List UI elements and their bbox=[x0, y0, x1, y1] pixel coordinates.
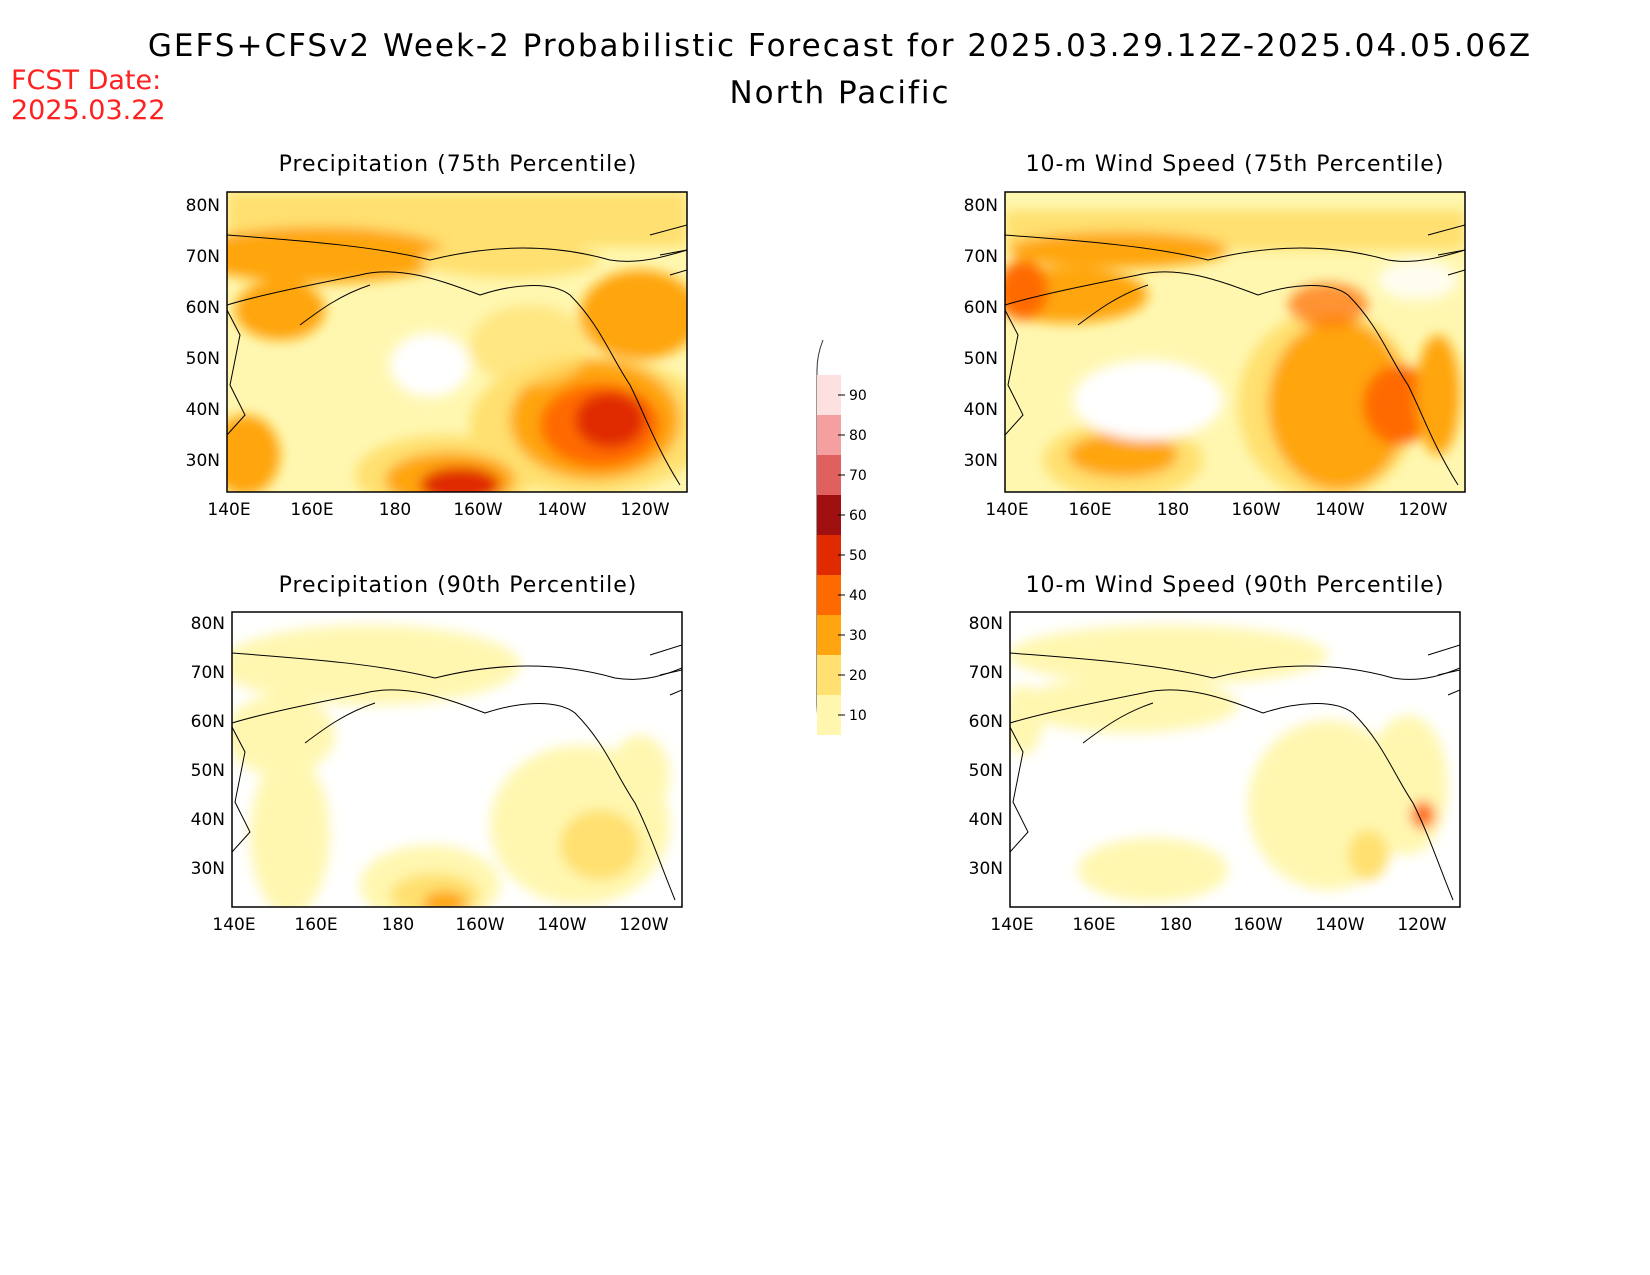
wind-75-field bbox=[1005, 192, 1465, 492]
colorbar-label: 40 bbox=[849, 588, 867, 604]
colorbar-swatch bbox=[817, 455, 841, 495]
map-wind-75: 80N 70N 60N 50N 40N 30N 140E 160E 180 16… bbox=[964, 191, 1466, 520]
lat-tick: 80N bbox=[964, 196, 998, 216]
colorbar-swatch bbox=[817, 615, 841, 655]
colorbar-label: 80 bbox=[849, 428, 867, 444]
colorbar-label: 70 bbox=[849, 468, 867, 484]
lon-tick: 140W bbox=[537, 500, 586, 520]
colorbar-swatch bbox=[817, 655, 841, 695]
lon-tick: 120W bbox=[1398, 500, 1447, 520]
wind-90-field bbox=[1010, 612, 1460, 907]
lon-tick: 140E bbox=[985, 500, 1028, 520]
precip-90-axis-labels: 80N 70N 60N 50N 40N 30N 140E 160E 180 16… bbox=[191, 614, 669, 935]
lon-tick: 160W bbox=[453, 500, 502, 520]
colorbar-label: 30 bbox=[849, 628, 867, 644]
lon-tick: 160E bbox=[1072, 915, 1115, 935]
lon-tick: 120W bbox=[620, 500, 669, 520]
lat-tick: 60N bbox=[969, 712, 1003, 732]
forecast-date: FCST Date: 2025.03.22 bbox=[11, 66, 166, 126]
lon-tick: 160E bbox=[1068, 500, 1111, 520]
lon-tick: 120W bbox=[619, 915, 668, 935]
lon-tick: 160W bbox=[1231, 500, 1280, 520]
lat-tick: 40N bbox=[186, 400, 220, 420]
lon-tick: 160E bbox=[290, 500, 333, 520]
lat-tick: 80N bbox=[969, 614, 1003, 634]
map-precip-75: 80N 70N 60N 50N 40N 30N 140E 160E 180 16… bbox=[186, 191, 688, 520]
lon-tick: 140W bbox=[1315, 915, 1364, 935]
lon-tick: 120W bbox=[1397, 915, 1446, 935]
lat-tick: 60N bbox=[191, 712, 225, 732]
colorbar-swatch bbox=[817, 535, 841, 575]
lon-tick: 180 bbox=[1160, 915, 1192, 935]
lon-tick: 160W bbox=[455, 915, 504, 935]
colorbar-labels: 90 80 70 60 50 40 30 20 10 bbox=[838, 388, 867, 724]
panel-title-precip-75: Precipitation (75th Percentile) bbox=[278, 152, 638, 177]
colorbar-swatch bbox=[817, 575, 841, 615]
colorbar-label: 10 bbox=[849, 708, 867, 724]
lat-tick: 70N bbox=[969, 663, 1003, 683]
lat-tick: 70N bbox=[186, 247, 220, 267]
lon-tick: 180 bbox=[379, 500, 411, 520]
lat-tick: 40N bbox=[969, 810, 1003, 830]
lon-tick: 140E bbox=[212, 915, 255, 935]
region-title: North Pacific bbox=[729, 75, 951, 111]
lat-tick: 50N bbox=[186, 349, 220, 369]
colorbar-swatches bbox=[817, 375, 841, 735]
lon-tick: 140W bbox=[537, 915, 586, 935]
lat-tick: 60N bbox=[186, 298, 220, 318]
lat-tick: 40N bbox=[964, 400, 998, 420]
forecast-date-value: 2025.03.22 bbox=[11, 95, 166, 126]
lat-tick: 70N bbox=[191, 663, 225, 683]
forecast-date-label: FCST Date: bbox=[11, 65, 162, 96]
lon-tick: 180 bbox=[1157, 500, 1189, 520]
lat-tick: 30N bbox=[186, 451, 220, 471]
lon-tick: 180 bbox=[382, 915, 414, 935]
wind-90-axis-labels: 80N 70N 60N 50N 40N 30N 140E 160E 180 16… bbox=[969, 614, 1447, 935]
lat-tick: 50N bbox=[191, 761, 225, 781]
lon-tick: 140W bbox=[1315, 500, 1364, 520]
lat-tick: 60N bbox=[964, 298, 998, 318]
colorbar-label: 90 bbox=[849, 388, 867, 404]
map-wind-90: 80N 70N 60N 50N 40N 30N 140E 160E 180 16… bbox=[969, 611, 1461, 935]
colorbar-swatch bbox=[817, 495, 841, 535]
colorbar: 90 80 70 60 50 40 30 20 10 bbox=[816, 339, 867, 736]
lat-tick: 70N bbox=[964, 247, 998, 267]
colorbar-label: 60 bbox=[849, 508, 867, 524]
lat-tick: 50N bbox=[964, 349, 998, 369]
lat-tick: 30N bbox=[964, 451, 998, 471]
lat-tick: 80N bbox=[191, 614, 225, 634]
colorbar-swatch bbox=[817, 695, 841, 735]
wind-75-axis-labels: 80N 70N 60N 50N 40N 30N 140E 160E 180 16… bbox=[964, 196, 1448, 520]
lat-tick: 30N bbox=[191, 859, 225, 879]
colorbar-label: 20 bbox=[849, 668, 867, 684]
main-title: GEFS+CFSv2 Week-2 Probabilistic Forecast… bbox=[147, 28, 1533, 64]
lon-tick: 160W bbox=[1233, 915, 1282, 935]
lat-tick: 40N bbox=[191, 810, 225, 830]
precip-75-field bbox=[227, 192, 687, 492]
lat-tick: 80N bbox=[186, 196, 220, 216]
lat-tick: 30N bbox=[969, 859, 1003, 879]
panel-title-wind-75: 10-m Wind Speed (75th Percentile) bbox=[1025, 152, 1445, 177]
precip-90-field bbox=[232, 612, 682, 907]
precip-75-axis-labels: 80N 70N 60N 50N 40N 30N 140E 160E 180 16… bbox=[186, 196, 670, 520]
colorbar-label: 50 bbox=[849, 548, 867, 564]
colorbar-swatch bbox=[817, 415, 841, 455]
lon-tick: 140E bbox=[207, 500, 250, 520]
map-precip-90: 80N 70N 60N 50N 40N 30N 140E 160E 180 16… bbox=[191, 611, 683, 935]
lat-tick: 50N bbox=[969, 761, 1003, 781]
panel-title-precip-90: Precipitation (90th Percentile) bbox=[278, 573, 638, 598]
panel-title-wind-90: 10-m Wind Speed (90th Percentile) bbox=[1025, 573, 1445, 598]
lon-tick: 140E bbox=[990, 915, 1033, 935]
lon-tick: 160E bbox=[294, 915, 337, 935]
colorbar-swatch bbox=[817, 375, 841, 415]
